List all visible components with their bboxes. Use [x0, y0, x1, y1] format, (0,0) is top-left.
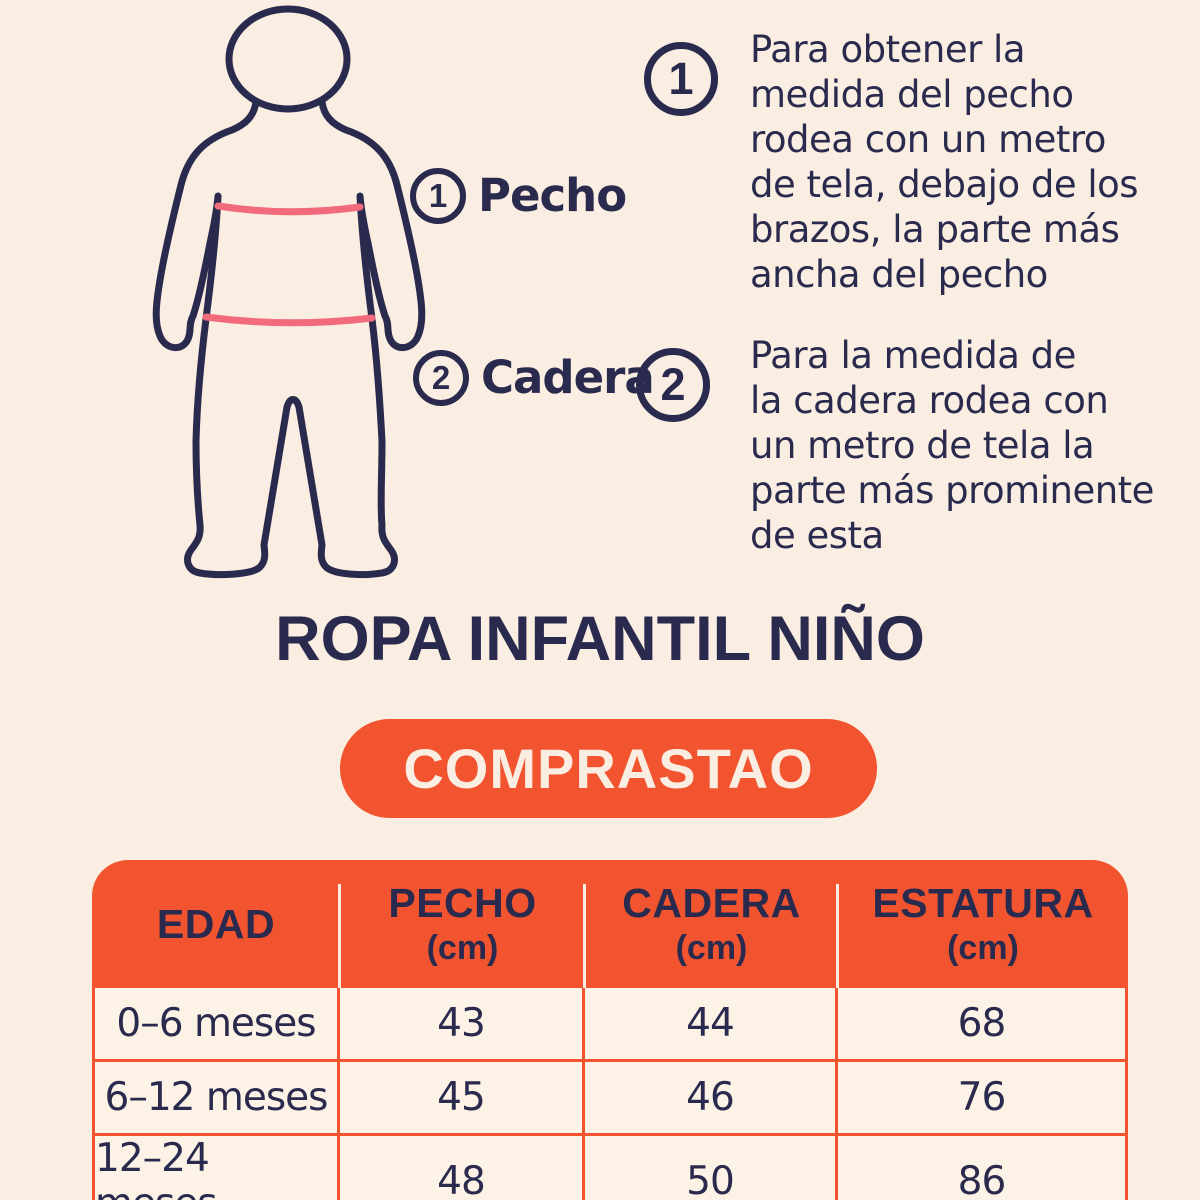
- step-1-instruction-text: Para obtener la medida del pecho rodea c…: [750, 28, 1139, 296]
- header-cell-edad: EDAD: [92, 860, 341, 988]
- header-cell-estatura: ESTATURA (cm): [838, 860, 1128, 988]
- hip-measure-line: [202, 313, 376, 327]
- cell-estatura: 68: [957, 1001, 1007, 1046]
- cell-pecho: 43: [340, 988, 585, 1059]
- pecho-label: Pecho: [478, 169, 627, 222]
- brand-badge: COMPRASTAO: [340, 719, 877, 818]
- pecho-number-badge: 1: [410, 168, 466, 224]
- cell-edad: 0–6 meses: [95, 988, 340, 1059]
- header-label: EDAD: [156, 900, 276, 947]
- cell-cadera: 44: [585, 988, 838, 1059]
- chest-measure-line: [214, 202, 364, 216]
- cell-edad: 12–24 meses: [95, 1136, 340, 1200]
- header-cell-cadera: CADERA (cm): [585, 860, 839, 988]
- cell-edad: 6–12 meses: [95, 1062, 340, 1133]
- header-label: ESTATURA: [872, 880, 1094, 926]
- cell-cadera: 46: [585, 1062, 838, 1133]
- header-cell-pecho: PECHO (cm): [340, 860, 586, 988]
- head-outline: [225, 5, 351, 113]
- body-outline: [152, 98, 426, 579]
- cell-estatura: 76: [957, 1075, 1007, 1120]
- header-label: PECHO: [388, 880, 537, 926]
- header-label: CADERA: [622, 880, 801, 926]
- table-body: 0–6 meses 43 44 68 6–12 meses 45 46 76 1…: [92, 988, 1128, 1200]
- cell-cadera: 50: [585, 1136, 838, 1200]
- child-body-illustration: [152, 5, 426, 579]
- cell-pecho: 48: [340, 1136, 585, 1200]
- table-row: 12–24 meses 48 50 86: [95, 1136, 1125, 1200]
- cell-estatura: 86: [957, 1158, 1007, 1200]
- header-unit: (cm): [675, 929, 748, 967]
- cadera-label: Cadera: [481, 351, 655, 404]
- header-unit: (cm): [426, 929, 499, 967]
- page-title: ROPA INFANTIL NIÑO: [275, 604, 925, 674]
- header-unit: (cm): [947, 929, 1019, 967]
- cadera-number-badge: 2: [413, 350, 469, 406]
- step-2-instruction-text: Para la medida de la cadera rodea con un…: [750, 334, 1154, 557]
- cell-pecho: 45: [340, 1062, 585, 1133]
- table-header-row: EDAD PECHO (cm) CADERA (cm) ESTATURA (cm…: [92, 860, 1128, 988]
- table-row: 0–6 meses 43 44 68: [95, 988, 1125, 1062]
- size-table: EDAD PECHO (cm) CADERA (cm) ESTATURA (cm…: [92, 860, 1128, 1200]
- step-2-number-badge: 2: [636, 348, 710, 422]
- step-1-number-badge: 1: [644, 42, 718, 116]
- table-row: 6–12 meses 45 46 76: [95, 1062, 1125, 1136]
